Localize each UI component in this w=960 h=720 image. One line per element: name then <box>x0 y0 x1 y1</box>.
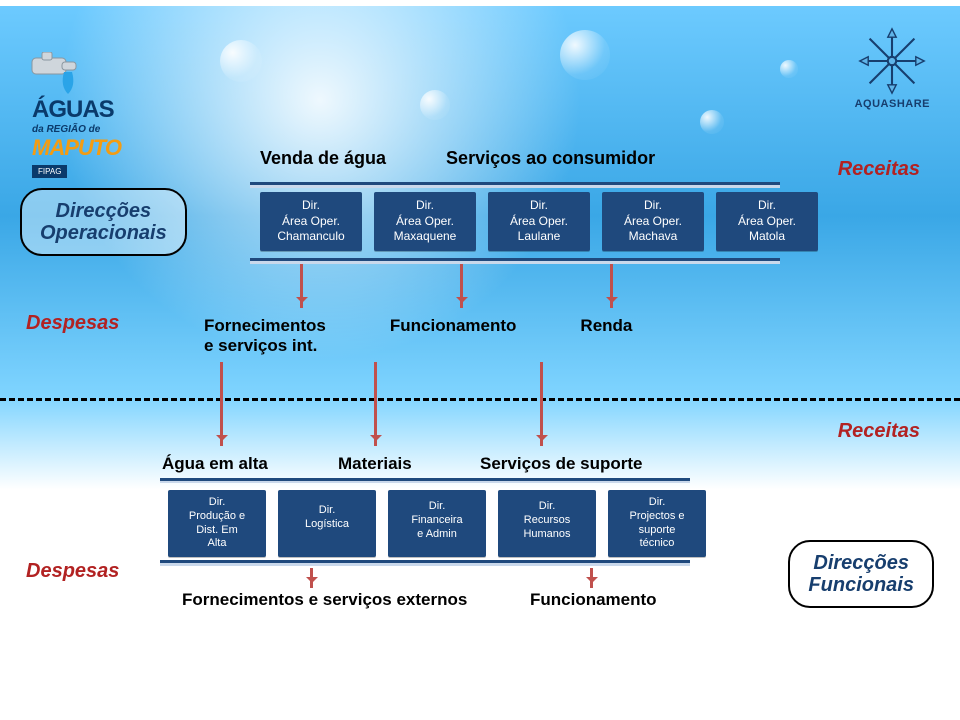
arrow-down <box>310 568 313 588</box>
fn-box-projectos: Dir.Projectos esuportetécnico <box>608 490 706 557</box>
logo-aguas-maputo: ÁGUAS da REGIÃO de MAPUTO FIPAG <box>32 96 232 179</box>
fn-box-logistica: Dir.Logística <box>278 490 376 557</box>
despesas-top: Despesas <box>26 312 119 335</box>
bubble <box>700 110 724 134</box>
receitas-top: Receitas <box>838 158 920 181</box>
aquashare-label: AQUASHARE <box>855 98 930 110</box>
label-servicos-suporte: Serviços de suporte <box>480 454 643 474</box>
hr-func-top <box>160 478 690 481</box>
ops-row: Dir.Área Oper.Chamanculo Dir.Área Oper.M… <box>260 192 818 251</box>
bubble <box>780 60 798 78</box>
despesas-bottom: Despesas <box>26 560 119 583</box>
arrow-down <box>374 362 377 446</box>
mid-labels: Fornecimentos e serviços int. Funcioname… <box>204 316 632 356</box>
op-box-machava: Dir.Área Oper.Machava <box>602 192 704 251</box>
fn-box-rh: Dir.RecursosHumanos <box>498 490 596 557</box>
label-fornec-ext: Fornecimentos e serviços externos <box>182 590 467 610</box>
hr-ops-top <box>250 182 780 185</box>
op-box-chamanculo: Dir.Área Oper.Chamanculo <box>260 192 362 251</box>
arrow-down <box>300 264 303 308</box>
op-box-maxaquene: Dir.Área Oper.Maxaquene <box>374 192 476 251</box>
receitas-bottom: Receitas <box>838 420 920 443</box>
header-servicos: Serviços ao consumidor <box>446 148 655 169</box>
logo-maputo-text: MAPUTO <box>32 135 232 161</box>
label-agua-em-alta: Água em alta <box>162 454 268 474</box>
top-white-bar <box>0 0 960 6</box>
snowflake-icon <box>857 26 927 96</box>
label-funcionamento-bottom: Funcionamento <box>530 590 657 610</box>
label-funcionamento: Funcionamento <box>390 316 517 356</box>
bubble <box>420 90 450 120</box>
arrow-down <box>540 362 543 446</box>
fipag-tag: FIPAG <box>32 165 67 178</box>
arrow-down <box>220 362 223 446</box>
op-box-matola: Dir.Área Oper.Matola <box>716 192 818 251</box>
hr-ops-bottom <box>250 258 780 261</box>
bubble <box>220 40 262 82</box>
fn-box-financeira: Dir.Financeirae Admin <box>388 490 486 557</box>
arrow-down <box>590 568 593 588</box>
label-materiais: Materiais <box>338 454 412 474</box>
bubble <box>560 30 610 80</box>
header-venda: Venda de água <box>260 148 386 169</box>
top-headers: Venda de água Serviços ao consumidor <box>260 148 655 169</box>
fn-box-producao: Dir.Produção eDist. EmAlta <box>168 490 266 557</box>
op-box-laulane: Dir.Área Oper.Laulane <box>488 192 590 251</box>
direccoes-funcionais: Direcções Funcionais <box>788 540 934 608</box>
label-fornecimentos: Fornecimentos e serviços int. <box>204 316 326 356</box>
dashed-separator <box>0 398 960 401</box>
direccoes-operacionais: Direcções Operacionais <box>20 188 187 256</box>
logo-aquashare: AQUASHARE <box>855 26 930 110</box>
func-row: Dir.Produção eDist. EmAlta Dir.Logística… <box>168 490 706 557</box>
logo-regiao: da REGIÃO de <box>32 124 232 135</box>
arrow-down <box>460 264 463 308</box>
arrow-down <box>610 264 613 308</box>
logo-aguas: ÁGUAS <box>32 96 232 124</box>
label-renda: Renda <box>580 316 632 356</box>
hr-func-bottom <box>160 560 690 563</box>
